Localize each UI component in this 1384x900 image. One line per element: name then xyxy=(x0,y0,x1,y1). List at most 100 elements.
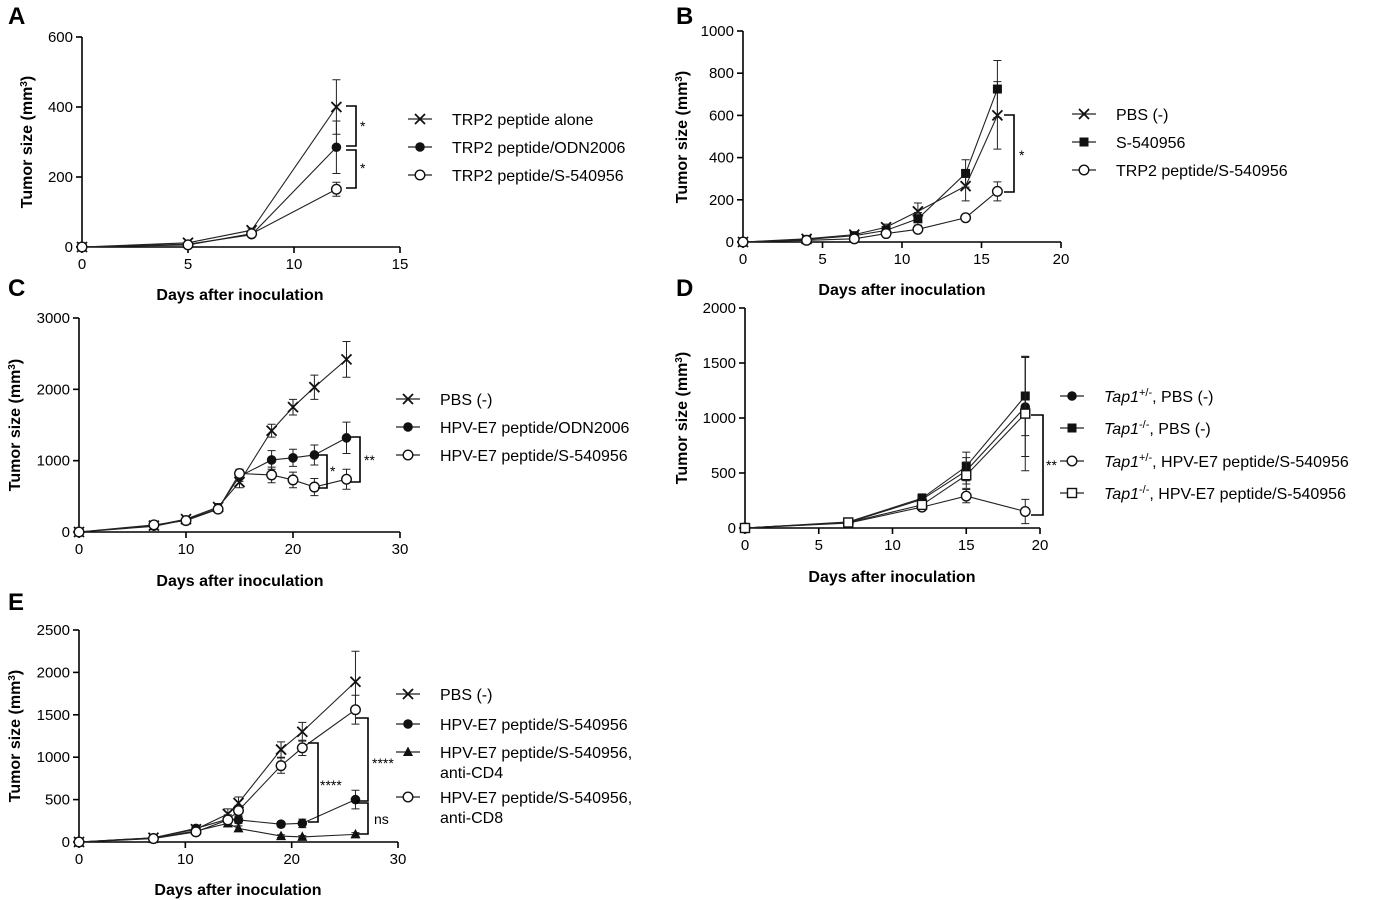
data-point-a-3 xyxy=(182,239,194,251)
data-point-d-4 xyxy=(843,517,854,528)
data-point-c-2 xyxy=(288,453,298,463)
data-point-e-1 xyxy=(296,726,308,738)
panel-letter-e: E xyxy=(8,589,24,616)
x-axis-label-c: Days after inoculation xyxy=(156,573,323,590)
data-point-b-2 xyxy=(961,168,971,178)
bracket-a-2 xyxy=(346,149,357,189)
series-d-2 xyxy=(740,355,1030,533)
legend-marker-s540956 xyxy=(1072,137,1096,147)
bracket-a-1 xyxy=(346,105,357,147)
y-tick-label-c: 2000 xyxy=(37,381,70,398)
series-line-e-2 xyxy=(78,799,356,843)
legend-label-anti-cd4-line2: anti-CD4 xyxy=(440,765,503,782)
data-point-b-3 xyxy=(848,233,860,245)
y-tick-label-c: 1000 xyxy=(37,453,70,470)
data-point-e-4 xyxy=(73,836,85,848)
significance-b: * xyxy=(1004,114,1025,193)
series-a-3 xyxy=(76,181,342,253)
data-point-e-4 xyxy=(349,704,361,716)
legend-label-pbs-c: PBS (-) xyxy=(440,392,492,409)
x-axis-label-d: Days after inoculation xyxy=(808,569,975,586)
x-axis-label-e: Days after inoculation xyxy=(154,882,321,899)
y-axis-label-d: Tumor size (mm3) xyxy=(674,352,692,484)
legend-label-hpv-s540956-e: HPV-E7 peptide/S-540956 xyxy=(440,717,628,734)
y-tick-label-e: 2500 xyxy=(37,622,70,639)
legend-symbol xyxy=(402,449,414,461)
legend-label-tap1-het-pbs: Tap1+/-, PBS (-) xyxy=(1104,387,1214,406)
legend-label-pbs: PBS (-) xyxy=(1116,107,1168,124)
data-point-b-3 xyxy=(801,234,813,246)
x-axis-label-a: Days after inoculation xyxy=(156,287,323,304)
data-point-b-3 xyxy=(912,223,924,235)
panel-letter-d: D xyxy=(676,275,693,302)
x-tick-label-e: 10 xyxy=(177,851,194,868)
legend-symbol xyxy=(414,113,426,125)
y-tick-label-a: 400 xyxy=(48,99,73,116)
x-tick-label-d: 20 xyxy=(1032,537,1049,554)
legend-label-trp2-s540956-b: TRP2 peptide/S-540956 xyxy=(1116,163,1288,180)
data-point-c-1 xyxy=(340,353,353,366)
legend-marker-trp2-s540956-b xyxy=(1072,164,1096,176)
significance-a: * * xyxy=(346,105,366,189)
data-point-c-3 xyxy=(180,515,192,527)
data-point-d-3 xyxy=(960,490,972,502)
data-point-b-3 xyxy=(991,185,1003,197)
y-tick-label-e: 1500 xyxy=(37,707,70,724)
legend-label-trp2-s540956: TRP2 peptide/S-540956 xyxy=(452,168,624,185)
sig-label-c-2: ** xyxy=(364,452,375,468)
y-tick-label-e: 1000 xyxy=(37,749,70,766)
x-axis-label-b: Days after inoculation xyxy=(818,282,985,299)
data-point-b-3 xyxy=(960,212,972,224)
plot-area-a: 0 5 10 15 0 200 400 600 xyxy=(48,29,408,273)
x-tick-label-b: 20 xyxy=(1053,251,1070,268)
y-tick-label-b: 400 xyxy=(709,150,734,167)
plot-area-e: 0 10 20 30 0 500 1000 1500 2000 2500 xyxy=(37,622,407,868)
legend-marker-trp2-s540956 xyxy=(408,169,432,181)
data-point-c-1 xyxy=(265,425,278,437)
legend-marker-tap1-het-hpv xyxy=(1060,455,1084,467)
series-d-1 xyxy=(740,357,1031,533)
y-axis-label-e: Tumor size (mm3) xyxy=(7,670,25,802)
series-a-1 xyxy=(76,79,343,253)
x-tick-label-b: 10 xyxy=(894,251,911,268)
series-a-2 xyxy=(77,120,342,252)
data-point-c-3 xyxy=(233,468,245,480)
legend-marker-hpv-odn2006 xyxy=(396,422,420,432)
y-tick-label-b: 1000 xyxy=(701,23,734,40)
x-tick-label-b: 0 xyxy=(739,251,747,268)
y-tick-label-e: 500 xyxy=(45,792,70,809)
panel-d: D Tumor size (mm3) Days after inoculatio… xyxy=(674,275,1349,586)
y-tick-label-d: 0 xyxy=(728,520,736,537)
y-axis-label-a: Tumor size (mm3) xyxy=(19,76,37,208)
legend-label-tap1-ko-hpv: Tap1-/-, HPV-E7 peptide/S-540956 xyxy=(1104,484,1346,503)
legend-symbol xyxy=(1067,391,1077,401)
x-tick-label-a: 0 xyxy=(78,256,86,273)
legend-symbol xyxy=(403,422,413,432)
data-point-a-2 xyxy=(331,142,342,153)
y-tick-label-a: 200 xyxy=(48,169,73,186)
plot-area-c: 0 10 20 30 0 1000 2000 3000 xyxy=(37,310,409,558)
x-tick-label-a: 10 xyxy=(286,256,303,273)
data-point-e-3 xyxy=(276,830,287,841)
legend-symbol xyxy=(1066,455,1078,467)
data-point-e-2 xyxy=(297,818,308,829)
bracket-c-1 xyxy=(318,454,328,489)
legend-symbol xyxy=(1067,423,1077,433)
series-c-2 xyxy=(74,421,352,537)
bracket-b-1 xyxy=(1004,114,1015,193)
x-tick-label-e: 0 xyxy=(75,851,83,868)
sig-label-d-1: ** xyxy=(1046,457,1057,473)
data-point-e-4 xyxy=(147,833,159,845)
data-point-e-2 xyxy=(276,819,286,829)
data-point-e-4 xyxy=(232,805,244,817)
data-point-a-3 xyxy=(330,183,342,195)
sig-label-a-1: * xyxy=(360,118,366,134)
data-point-e-3 xyxy=(233,822,244,833)
data-point-e-1 xyxy=(349,676,362,688)
bracket-c-2 xyxy=(350,436,361,483)
data-point-b-2 xyxy=(913,214,923,224)
legend-symbol xyxy=(402,393,414,405)
series-line-a-1 xyxy=(81,106,337,248)
